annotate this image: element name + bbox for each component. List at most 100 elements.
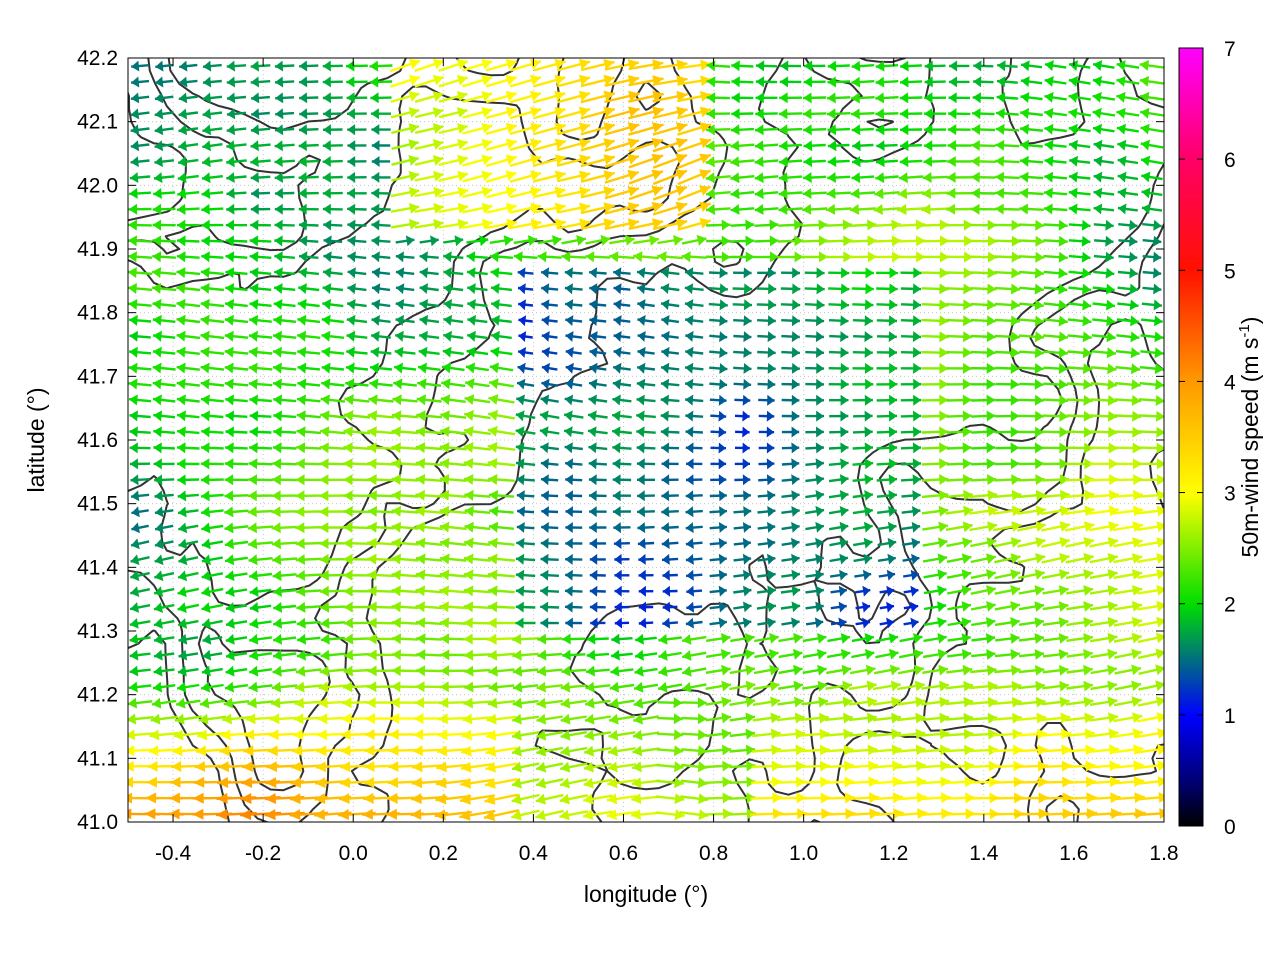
wind-arrow bbox=[565, 362, 582, 374]
wind-arrow-head bbox=[755, 108, 764, 120]
wind-arrow-head bbox=[457, 202, 469, 214]
wind-arrow-head bbox=[987, 283, 997, 295]
wind-arrow bbox=[391, 569, 419, 581]
wind-arrow-head bbox=[995, 123, 1005, 135]
wind-arrow-head bbox=[564, 410, 573, 422]
wind-arrow-head bbox=[1035, 219, 1045, 231]
wind-arrow-head bbox=[603, 138, 615, 149]
wind-arrow-head bbox=[272, 554, 282, 566]
wind-arrow-head bbox=[1034, 649, 1044, 660]
wind-arrow-head bbox=[675, 169, 687, 180]
wind-arrow-head bbox=[875, 172, 885, 184]
wind-arrow-head bbox=[588, 458, 597, 470]
wind-arrow bbox=[634, 665, 658, 677]
wind-arrow-head bbox=[272, 442, 282, 454]
wind-arrow-head bbox=[367, 633, 377, 645]
wind-arrow bbox=[533, 202, 566, 214]
wind-arrow bbox=[827, 124, 851, 136]
wind-arrow-head bbox=[153, 172, 163, 184]
wind-arrow-head bbox=[1020, 139, 1029, 151]
wind-arrow-head bbox=[603, 186, 615, 197]
wind-arrow bbox=[995, 394, 1020, 406]
wind-arrow-head bbox=[487, 633, 497, 645]
wind-arrow bbox=[226, 203, 247, 215]
wind-arrow-head bbox=[986, 426, 996, 438]
wind-arrow bbox=[438, 91, 468, 103]
wind-arrow bbox=[151, 283, 177, 294]
wind-arrow bbox=[415, 569, 443, 581]
wind-arrow bbox=[415, 617, 443, 629]
wind-arrow bbox=[250, 156, 271, 168]
wind-arrow-head bbox=[661, 506, 670, 518]
wind-arrow bbox=[1065, 552, 1094, 564]
wind-arrow-head bbox=[440, 665, 450, 677]
wind-arrow-head bbox=[910, 601, 919, 613]
wind-arrow bbox=[628, 185, 664, 201]
wind-arrow-head bbox=[888, 426, 898, 438]
wind-arrow bbox=[1019, 171, 1044, 183]
wind-arrow-head bbox=[1021, 60, 1030, 72]
wind-arrow-head bbox=[1058, 649, 1069, 660]
wind-arrow-head bbox=[129, 426, 138, 438]
wind-arrow-head bbox=[464, 474, 474, 485]
wind-arrow-head bbox=[913, 347, 922, 358]
wind-arrow bbox=[1142, 235, 1162, 247]
wind-arrow-head bbox=[226, 108, 236, 120]
wind-arrow-head bbox=[131, 538, 140, 550]
wind-arrow bbox=[874, 188, 900, 200]
wind-arrow bbox=[391, 442, 419, 454]
wind-arrow-head bbox=[409, 186, 420, 198]
wind-arrow-head bbox=[814, 617, 824, 629]
wind-arrow bbox=[1042, 617, 1069, 628]
wind-arrow-head bbox=[915, 219, 926, 231]
wind-arrow bbox=[589, 522, 607, 533]
wind-arrow bbox=[513, 251, 538, 263]
wind-arrow bbox=[852, 362, 874, 374]
wind-arrow bbox=[613, 538, 630, 549]
wind-arrow bbox=[176, 267, 201, 279]
wind-arrow bbox=[129, 442, 151, 454]
wind-arrow-head bbox=[779, 140, 788, 152]
wind-arrow bbox=[489, 251, 513, 263]
wind-arrow-head bbox=[898, 172, 908, 184]
wind-arrow bbox=[320, 649, 346, 661]
wind-arrow-head bbox=[685, 267, 694, 279]
wind-arrow bbox=[319, 522, 347, 534]
wind-arrow bbox=[272, 633, 297, 645]
wind-arrow-head bbox=[1059, 442, 1069, 454]
wind-arrow-head bbox=[463, 585, 474, 597]
wind-arrow-head bbox=[685, 330, 694, 342]
wind-arrow-head bbox=[705, 140, 715, 152]
wind-arrow bbox=[540, 553, 559, 565]
wind-arrow bbox=[946, 347, 973, 358]
wind-arrow-head bbox=[463, 617, 473, 629]
wind-arrow-head bbox=[249, 283, 259, 294]
wind-arrow bbox=[463, 474, 491, 485]
wind-arrow-head bbox=[530, 138, 542, 150]
wind-arrow-head bbox=[481, 75, 493, 86]
wind-arrow bbox=[176, 314, 201, 326]
wind-arrow bbox=[921, 347, 949, 359]
wind-arrow-head bbox=[1044, 139, 1054, 151]
wind-arrow bbox=[1141, 171, 1163, 183]
wind-arrow-head bbox=[612, 474, 621, 486]
wind-arrow-head bbox=[131, 522, 140, 534]
wind-arrow-head bbox=[862, 569, 872, 581]
wind-arrow bbox=[1068, 203, 1091, 215]
wind-arrow-head bbox=[995, 155, 1005, 167]
wind-arrow-head bbox=[1058, 283, 1068, 295]
wind-arrow bbox=[876, 426, 898, 438]
wind-arrow bbox=[200, 362, 225, 374]
wind-arrow-head bbox=[1141, 203, 1151, 215]
wind-arrow bbox=[709, 537, 727, 549]
wind-arrow bbox=[248, 458, 273, 470]
wind-arrow-head bbox=[488, 394, 499, 405]
wind-arrow-head bbox=[652, 218, 664, 229]
wind-arrow bbox=[970, 474, 997, 486]
wind-arrow-head bbox=[767, 362, 776, 374]
wind-arrow bbox=[1093, 155, 1114, 167]
wind-arrow-head bbox=[1082, 347, 1092, 359]
wind-arrow-head bbox=[200, 314, 210, 326]
wind-arrow-head bbox=[613, 346, 622, 358]
wind-arrow bbox=[754, 251, 779, 263]
